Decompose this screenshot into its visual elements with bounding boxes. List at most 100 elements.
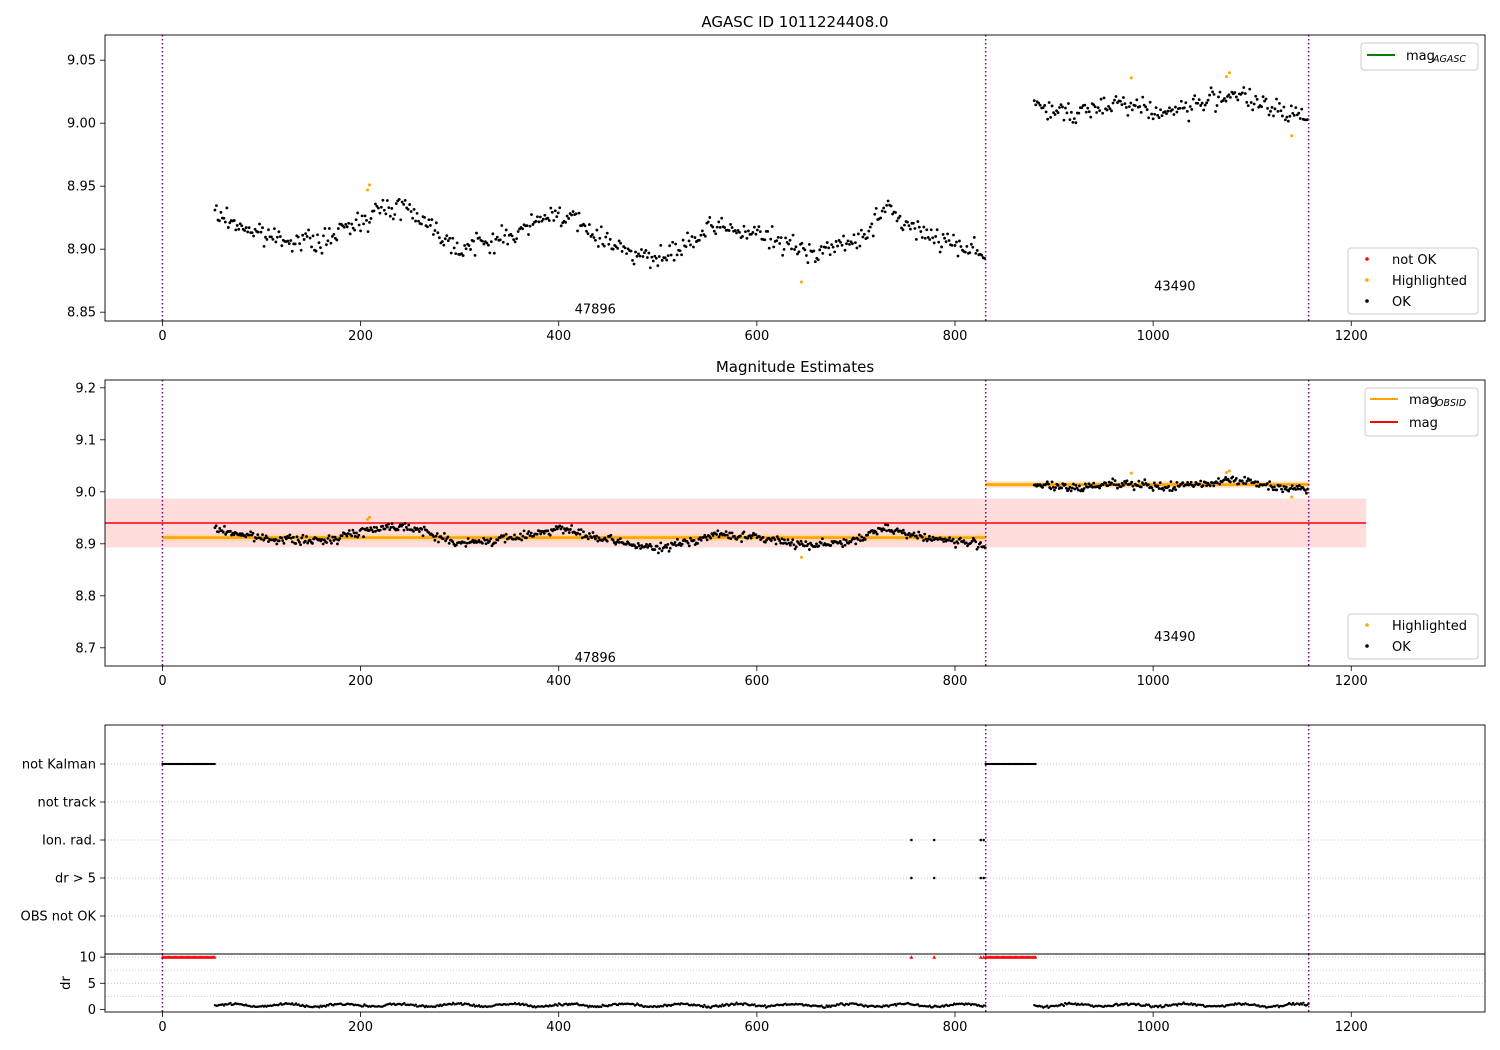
top-ok-point — [384, 212, 388, 216]
top-ok-point — [958, 239, 961, 243]
top-ok-point — [540, 219, 544, 223]
top-ok-point — [711, 225, 715, 229]
top-ok-point — [472, 239, 475, 243]
top-ok-point — [1086, 106, 1090, 110]
top-ok-point — [671, 240, 675, 244]
top-ok-point — [1072, 117, 1076, 121]
top-ok-point — [1135, 98, 1139, 102]
middle-ok-point — [648, 542, 652, 546]
middle-ok-point — [948, 536, 952, 540]
middle-ok-point — [658, 547, 661, 551]
middle-ok-point — [1174, 488, 1178, 492]
middle-ok-point — [1106, 484, 1110, 488]
top-ok-point — [836, 244, 839, 248]
top-ok-point — [959, 245, 963, 248]
middle-highlighted-point — [1224, 471, 1228, 475]
top-ok-point — [641, 255, 645, 258]
middle-ok-point — [972, 536, 975, 540]
top-ok-point — [1077, 111, 1081, 115]
middle-ok-point — [374, 529, 377, 533]
top-ok-point — [1084, 110, 1088, 114]
top-ok-point — [397, 197, 401, 201]
top-ok-point — [806, 261, 810, 265]
top-ok-point — [491, 232, 495, 236]
dr-point — [1190, 1002, 1193, 1005]
top-ok-point — [720, 216, 724, 220]
top-ok-point — [699, 233, 703, 237]
top-ok-point — [555, 215, 559, 219]
top-ok-point — [390, 207, 394, 210]
top-ok-point — [895, 219, 899, 223]
dr-point — [1276, 1004, 1279, 1007]
top-ok-point — [1044, 110, 1048, 114]
middle-ok-point — [590, 536, 594, 539]
top-ok-point — [393, 213, 397, 216]
middle-ok-point — [529, 531, 533, 535]
top-lines-legend-frame — [1360, 42, 1479, 71]
top-ok-point — [1064, 106, 1067, 110]
top-ok-point — [513, 240, 517, 244]
top-ok-point — [663, 256, 667, 260]
top-ok-point — [353, 228, 357, 232]
middle-ok-point — [592, 535, 596, 538]
top-ok-point — [898, 214, 902, 218]
middle-y-tick-label: 8.8 — [75, 589, 96, 604]
top-ok-point — [903, 223, 906, 227]
top-ok-point — [531, 223, 535, 226]
middle-ok-point — [1125, 479, 1129, 483]
middle-highlighted-point — [366, 517, 370, 521]
top-ok-point — [770, 225, 774, 228]
middle-ok-point — [502, 534, 506, 538]
middle-ok-point — [308, 538, 312, 542]
top-ok-point — [1053, 113, 1057, 116]
middle-ok-point — [1143, 478, 1147, 482]
top-ok-point — [287, 242, 291, 245]
top-ok-point — [228, 221, 232, 225]
top-ok-point — [733, 229, 737, 232]
middle-ok-point — [895, 527, 899, 531]
top-ok-point — [1133, 104, 1137, 108]
middle-ok-point — [1064, 486, 1068, 490]
middle-x-tick-label: 800 — [943, 674, 968, 689]
middle-ok-point — [418, 530, 421, 534]
middle-frame — [104, 379, 1486, 667]
middle-ok-point — [962, 539, 966, 543]
middle-ok-point — [653, 548, 657, 552]
dr-point — [450, 1003, 454, 1006]
middle-ok-point — [1267, 487, 1270, 491]
middle-ok-point — [297, 540, 301, 544]
middle-ok-point — [596, 539, 600, 543]
middle-ok-point — [1132, 488, 1136, 492]
top-ok-point — [437, 236, 441, 240]
top-ok-point — [650, 255, 654, 259]
top-ok-point — [1126, 114, 1130, 117]
middle-ok-point — [259, 537, 263, 541]
middle-ok-point — [1157, 487, 1161, 490]
middle-ok-point — [763, 540, 767, 544]
middle-ok-point — [798, 543, 802, 546]
top-ok-point — [807, 242, 811, 246]
middle-ok-point — [214, 524, 218, 528]
top-ok-point — [1218, 90, 1222, 94]
top-ok-point — [286, 239, 290, 243]
top-ok-point — [913, 227, 917, 230]
top-ok-point — [751, 231, 755, 234]
middle-ok-point — [676, 537, 679, 541]
dr-clipped-marker — [1033, 955, 1038, 959]
middle-ok-point — [368, 528, 371, 532]
middle-ok-point — [674, 544, 678, 547]
top-ok-point — [1178, 106, 1182, 110]
top-ok-point — [537, 220, 541, 224]
middle-ok-point — [1185, 483, 1188, 487]
top-ok-point — [486, 243, 490, 247]
top-ok-point — [1174, 105, 1177, 109]
middle-ok-point — [1101, 483, 1105, 487]
top-ok-point — [907, 224, 911, 228]
top-ok-point — [252, 234, 256, 238]
middle-ok-point — [288, 533, 292, 537]
top-ok-point — [1193, 94, 1197, 98]
top-ok-point — [591, 233, 594, 236]
middle-ok-point — [1305, 491, 1308, 495]
top-ok-point — [657, 255, 661, 258]
middle-ok-point — [352, 531, 356, 535]
